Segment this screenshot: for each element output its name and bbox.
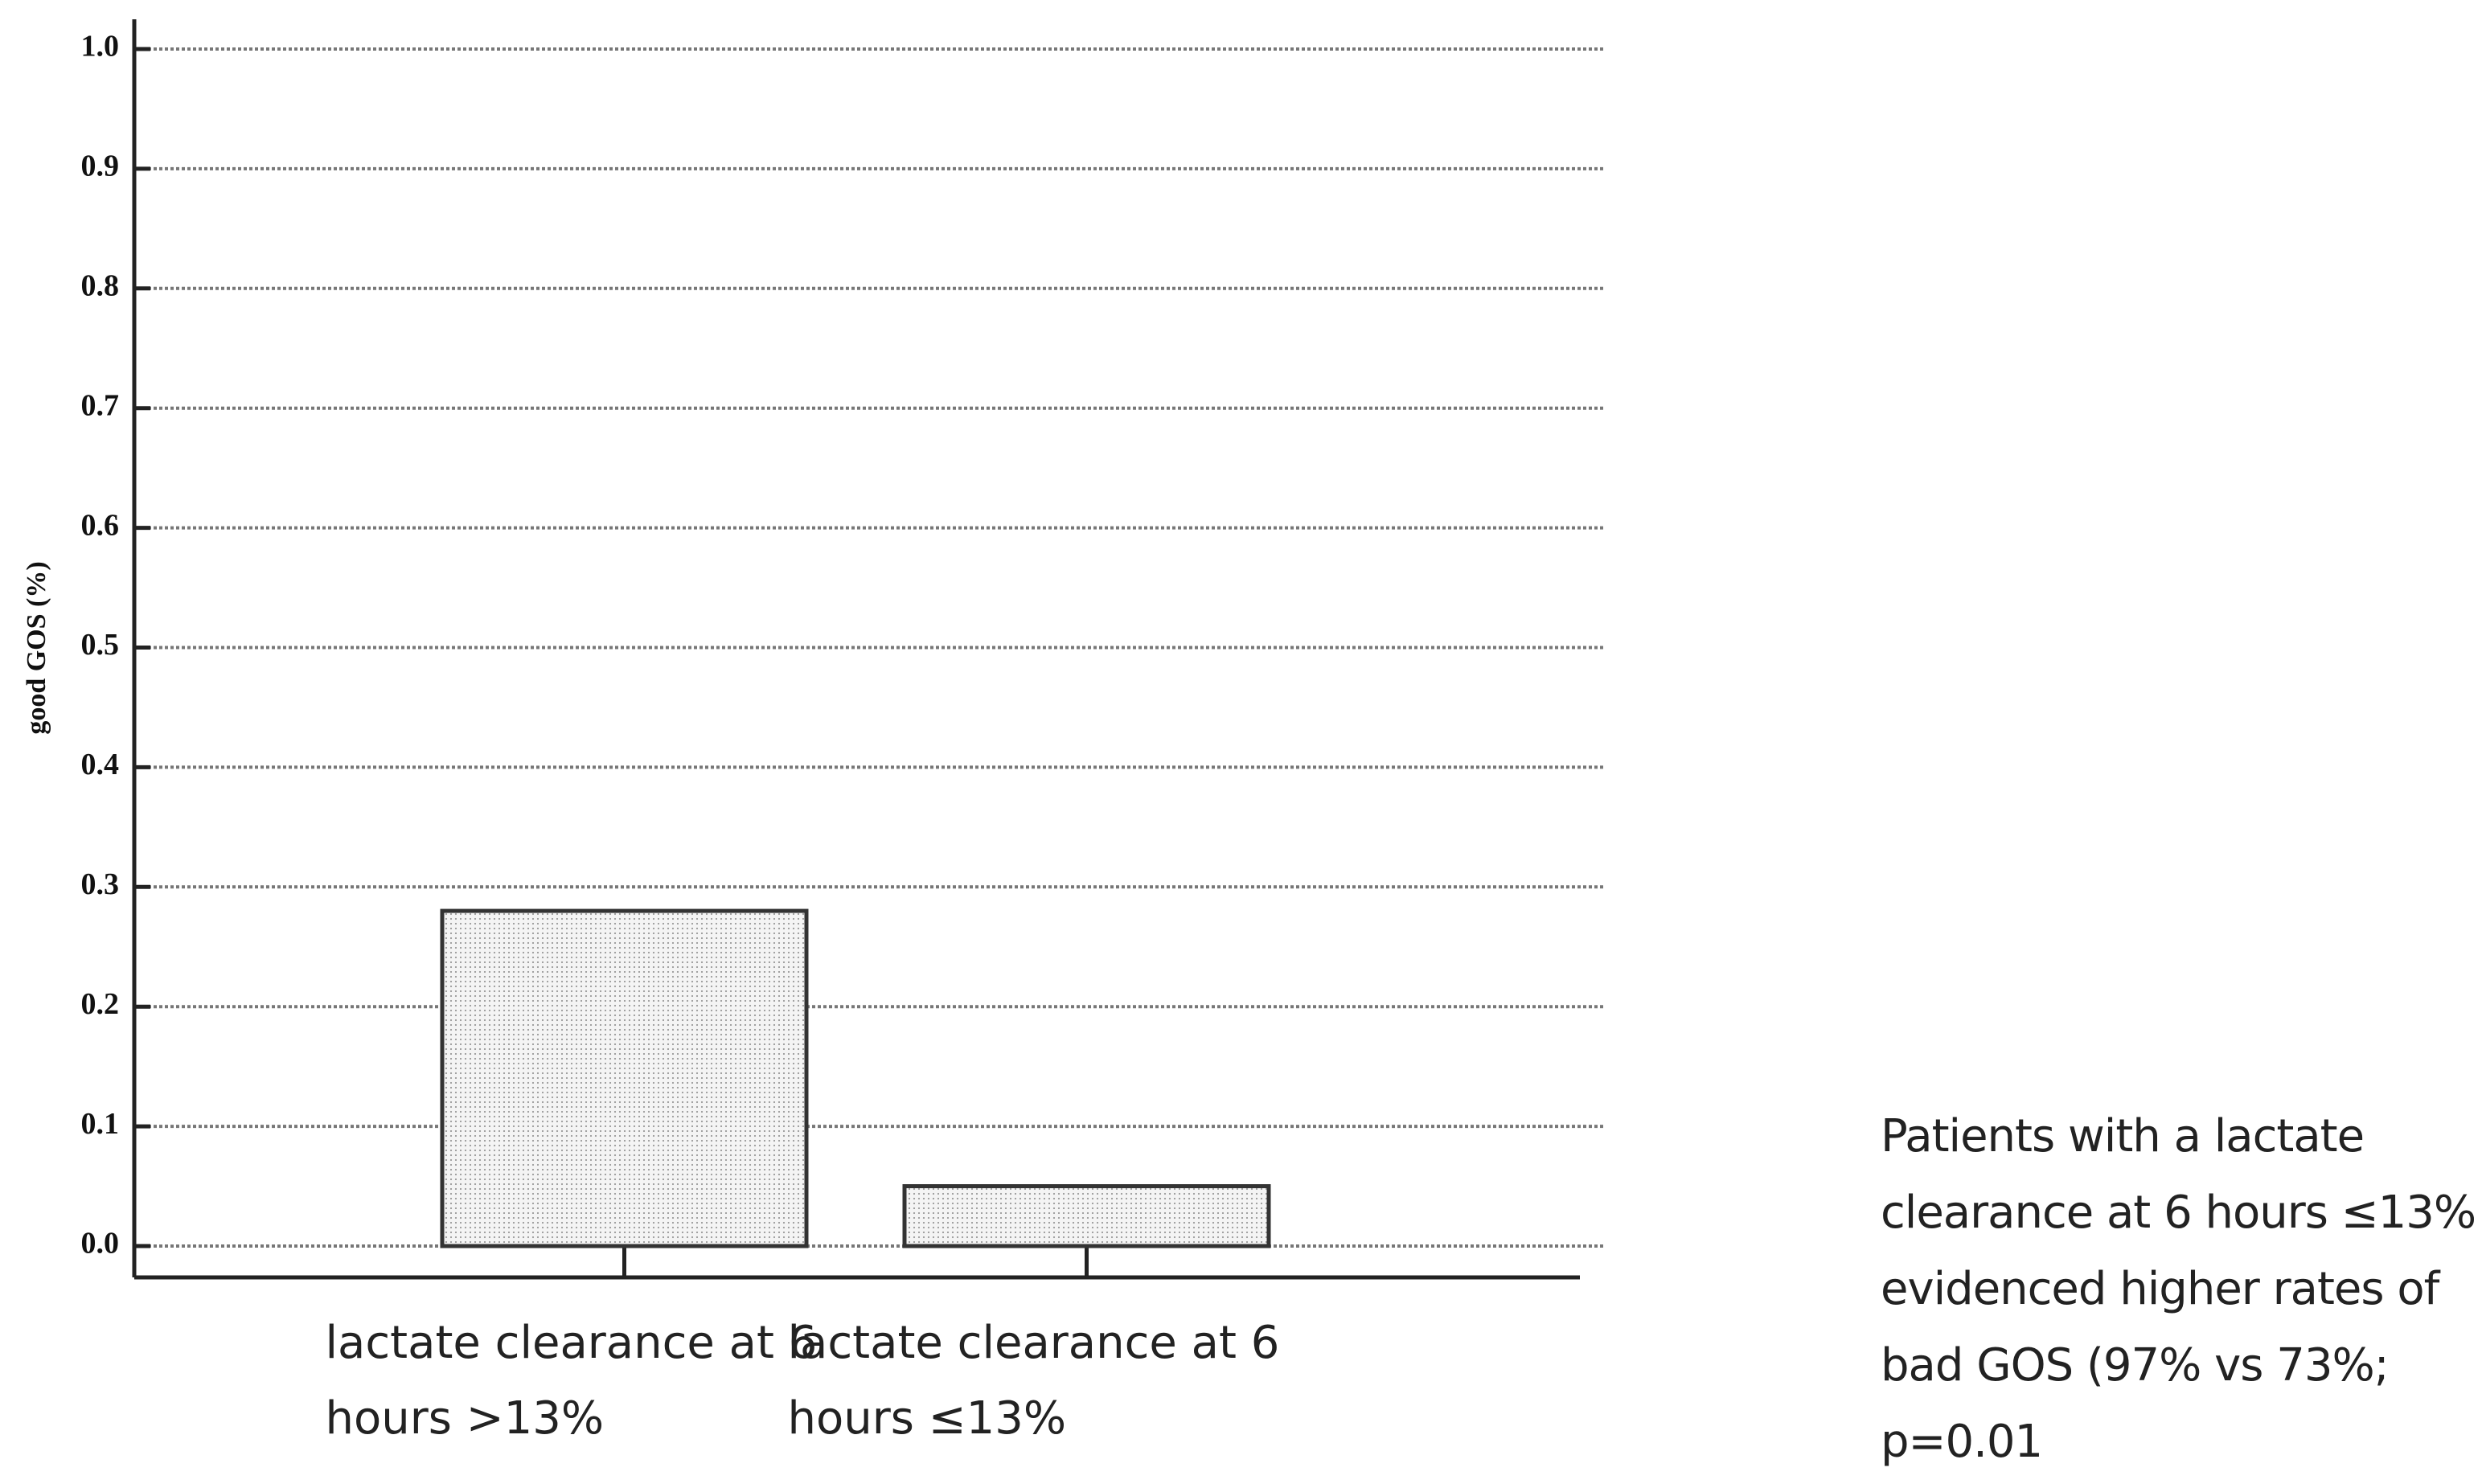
y-tick-label: 0.2	[81, 987, 120, 1021]
y-axis-label: good GOS (%)	[22, 561, 51, 734]
annotation: Patients with a lactate clearance at 6 h…	[1881, 1110, 2476, 1468]
y-tick-label: 0.7	[81, 388, 120, 422]
y-tick-label: 0.9	[81, 150, 120, 183]
y-tick-label: 0.1	[81, 1107, 120, 1141]
y-tick-label: 0.6	[81, 508, 120, 542]
x-tick-label: lactate clearance at 6 hours >13%	[325, 1317, 818, 1445]
y-tick-label: 0.4	[81, 748, 120, 781]
bar	[440, 908, 809, 1248]
y-tick-label: 1.0	[81, 30, 120, 64]
bar	[902, 1184, 1271, 1248]
y-tick-label: 0.8	[81, 269, 120, 303]
y-tick-label: 0.0	[81, 1227, 120, 1261]
y-tick-label: 0.3	[81, 867, 120, 901]
y-tick-label: 0.5	[81, 628, 120, 662]
x-tick-label: lactate clearance at 6 hours ≤13%	[787, 1317, 1280, 1445]
